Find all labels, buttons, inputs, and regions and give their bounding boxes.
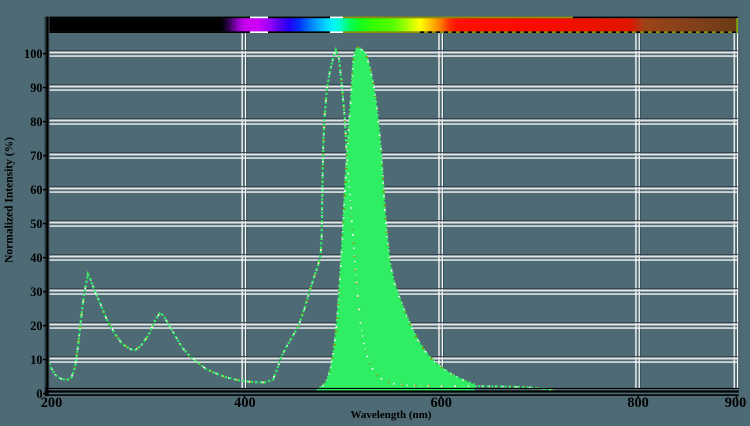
svg-text:70: 70 (30, 149, 42, 163)
svg-text:40: 40 (30, 251, 42, 265)
svg-text:100: 100 (24, 47, 42, 61)
svg-text:50: 50 (30, 217, 42, 231)
svg-text:600: 600 (430, 395, 451, 411)
svg-text:60: 60 (30, 183, 42, 197)
svg-text:Wavelength (nm): Wavelength (nm) (351, 409, 432, 421)
svg-text:Normalized Intensity (%): Normalized Intensity (%) (4, 137, 16, 263)
svg-text:200: 200 (41, 395, 62, 411)
svg-text:30: 30 (30, 285, 42, 299)
svg-text:0: 0 (36, 387, 42, 401)
svg-text:10: 10 (30, 353, 42, 367)
svg-text:80: 80 (30, 115, 42, 129)
svg-text:90: 90 (30, 81, 42, 95)
svg-text:20: 20 (30, 319, 42, 333)
svg-text:900: 900 (725, 395, 746, 411)
svg-text:800: 800 (627, 395, 648, 411)
svg-text:400: 400 (234, 395, 255, 411)
